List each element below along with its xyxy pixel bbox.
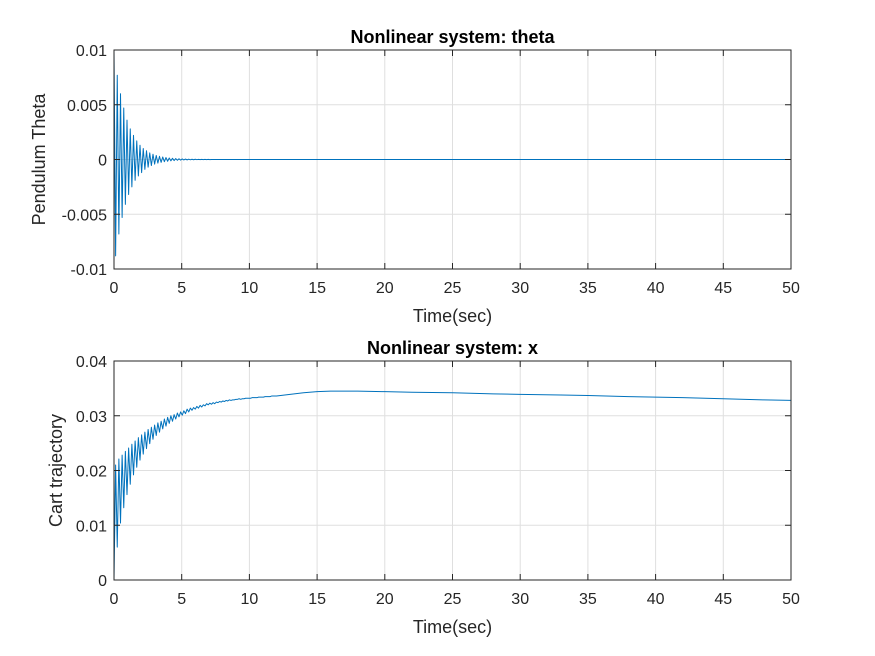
y-tick-label: 0 [98, 153, 107, 170]
x-tick-label: 40 [647, 591, 665, 608]
y-tick-label: 0.005 [67, 98, 107, 115]
x-tick-label: 20 [376, 591, 394, 608]
x-tick-label: 10 [241, 591, 259, 608]
x-tick-label: 40 [647, 280, 665, 297]
x-tick-label: 50 [782, 591, 800, 608]
x-tick-label: 15 [308, 591, 326, 608]
y-tick-label: 0.02 [76, 464, 107, 481]
series-line [113, 49, 791, 257]
x-tick-label: 45 [714, 280, 732, 297]
y-axis-label: Cart trajectory [46, 414, 66, 527]
theta-subplot: 0 5 10 15 20 25 30 35 40 45 50 -0.01 -0.005 0 0.005 0.0… [29, 27, 800, 326]
x-tick-label: 35 [579, 280, 597, 297]
x-tick-label: 0 [110, 591, 119, 608]
y-axis-label: Pendulum Theta [29, 93, 49, 226]
chart-title: Nonlinear system: theta [350, 27, 555, 47]
x-tick-label: 10 [241, 280, 259, 297]
x-tick-label: 25 [444, 591, 462, 608]
y-tick-label: 0.04 [76, 354, 107, 371]
ticks: 0 5 10 15 20 25 30 35 40 45 50 0 0.01 0.02 0.03 0.04 [76, 354, 800, 608]
x-tick-label: 45 [714, 591, 732, 608]
x-tick-label: 20 [376, 280, 394, 297]
chart-title: Nonlinear system: x [367, 338, 538, 358]
x-tick-label: 30 [511, 280, 529, 297]
x-tick-label: 25 [444, 280, 462, 297]
x-tick-label: 50 [782, 280, 800, 297]
y-tick-label: 0 [98, 573, 107, 590]
x-tick-label: 30 [511, 591, 529, 608]
y-tick-label: 0.03 [76, 409, 107, 426]
x-subplot: 0 5 10 15 20 25 30 35 40 45 50 0 0.01 0.02 0.03 0.04 No… [46, 338, 800, 637]
series-lines [113, 49, 791, 257]
series-lines [113, 390, 792, 581]
y-tick-label: -0.01 [71, 262, 108, 279]
x-tick-label: 0 [110, 280, 119, 297]
x-axis-label: Time(sec) [413, 306, 492, 326]
x-axis-label: Time(sec) [413, 617, 492, 637]
y-tick-label: -0.005 [62, 207, 107, 224]
y-tick-label: 0.01 [76, 43, 107, 60]
x-tick-label: 15 [308, 280, 326, 297]
x-tick-label: 5 [177, 280, 186, 297]
x-tick-label: 5 [177, 591, 186, 608]
series-line [113, 390, 792, 581]
ticks: 0 5 10 15 20 25 30 35 40 45 50 -0.01 -0.005 0 0.005 0.0… [62, 43, 800, 297]
x-tick-label: 35 [579, 591, 597, 608]
y-tick-label: 0.01 [76, 518, 107, 535]
